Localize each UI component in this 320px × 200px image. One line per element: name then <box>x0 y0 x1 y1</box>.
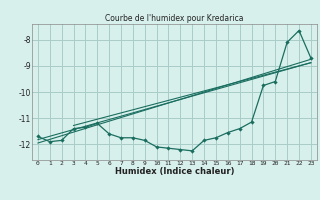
X-axis label: Humidex (Indice chaleur): Humidex (Indice chaleur) <box>115 167 234 176</box>
Title: Courbe de l'humidex pour Kredarica: Courbe de l'humidex pour Kredarica <box>105 14 244 23</box>
